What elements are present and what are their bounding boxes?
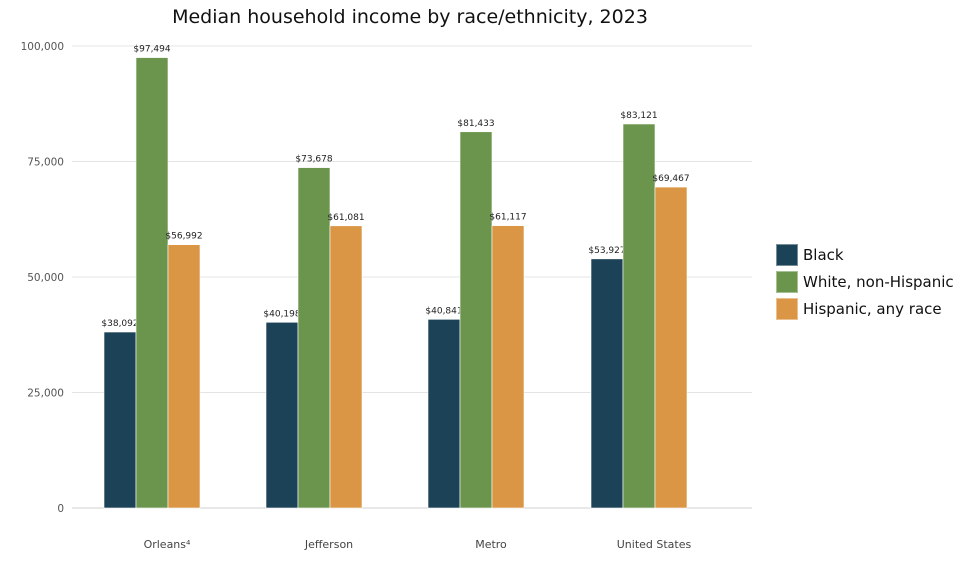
data-label: $40,198	[263, 309, 300, 319]
bar	[135, 57, 169, 509]
data-label: $83,121	[620, 111, 657, 121]
legend-swatch-hispanic	[776, 297, 798, 320]
data-label: $61,081	[327, 213, 364, 223]
y-tick-label: 100,000	[21, 41, 64, 53]
data-label: $53,927	[588, 246, 625, 256]
data-label: $61,117	[489, 213, 526, 223]
legend-item-white: White, non-Hispanic	[776, 268, 954, 295]
legend-item-hispanic: Hispanic, any race	[776, 295, 954, 322]
bar	[265, 321, 299, 509]
bar	[167, 244, 201, 509]
y-tick-label: 75,000	[27, 157, 64, 169]
bar	[590, 258, 624, 509]
bar	[491, 225, 525, 509]
bar	[622, 123, 656, 509]
data-label: $56,992	[165, 232, 202, 242]
legend-swatch-black	[776, 243, 798, 266]
data-label: $40,841	[425, 306, 462, 316]
x-tick-label: Metro	[475, 538, 507, 551]
bar	[103, 331, 137, 509]
x-tick-label: Orleans⁴	[144, 538, 191, 551]
legend-label-white: White, non-Hispanic	[803, 272, 954, 291]
data-label: $97,494	[133, 45, 170, 55]
x-tick-label: Jefferson	[304, 538, 353, 551]
y-tick-label: 0	[57, 503, 64, 515]
y-tick-label: 25,000	[27, 388, 64, 400]
bar	[654, 186, 688, 509]
y-tick-label: 50,000	[27, 272, 64, 284]
bar	[329, 225, 363, 509]
legend-item-black: Black	[776, 241, 954, 268]
x-tick-label: United States	[617, 538, 692, 551]
data-label: $73,678	[295, 155, 332, 165]
bar	[459, 131, 493, 509]
legend-swatch-white	[776, 270, 798, 293]
bar	[427, 319, 461, 509]
chart-legend: Black White, non-Hispanic Hispanic, any …	[776, 241, 954, 322]
data-label: $81,433	[457, 119, 494, 129]
legend-label-black: Black	[803, 245, 844, 264]
data-label: $38,092	[101, 319, 138, 329]
data-label: $69,467	[652, 174, 689, 184]
bar	[297, 167, 331, 509]
legend-label-hispanic: Hispanic, any race	[803, 299, 942, 318]
chart-title: Median household income by race/ethnicit…	[172, 6, 648, 28]
